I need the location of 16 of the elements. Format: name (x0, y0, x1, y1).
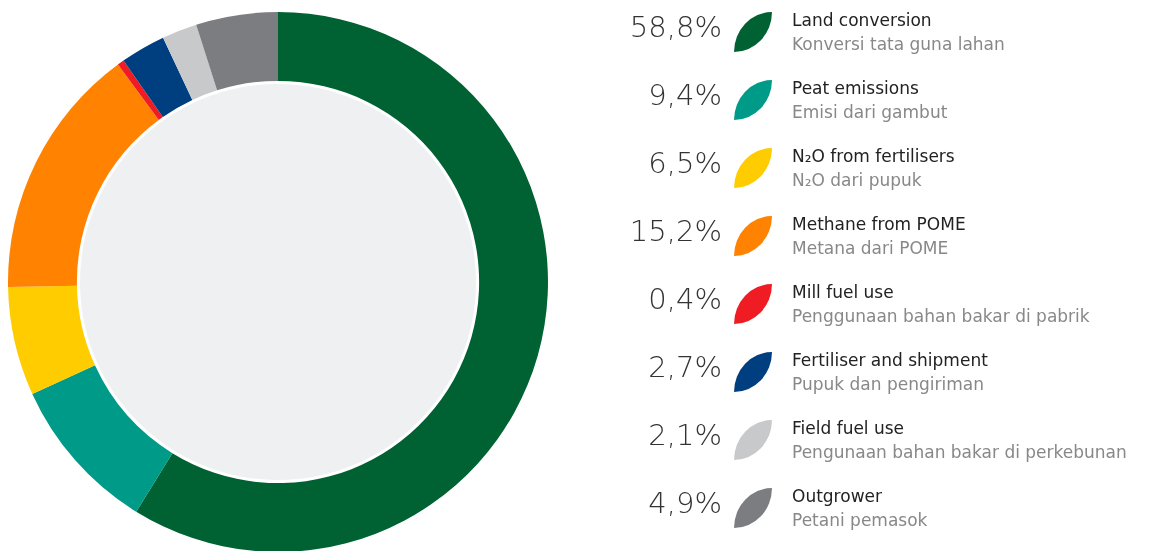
data-label: 4,9% (647, 486, 722, 520)
legend-label: Outgrower Petani pemasok (792, 486, 928, 530)
legend-label: Methane from POME Metana dari POME (792, 214, 966, 258)
data-label: 6,5% (647, 146, 722, 180)
legend-label: Field fuel use Pengunaan bahan bakar di perkebunan (792, 418, 1127, 462)
legend-label: Fertiliser and shipment Pupuk dan pengiriman (792, 350, 988, 394)
data-label: 2,1% (647, 418, 722, 452)
data-label: 0,4% (647, 282, 722, 316)
data-label: 58,8% (628, 10, 722, 44)
data-label: 9,4% (647, 78, 722, 112)
legend-label: Land conversion Konversi tata guna lahan (792, 10, 1005, 54)
legend-label: N₂O from fertilisers N₂O dari pupuk (792, 146, 955, 190)
legend-label: Mill fuel use Penggunaan bahan bakar di pabrik (792, 282, 1090, 326)
data-label: 15,2% (628, 214, 722, 248)
data-label: 2,7% (647, 350, 722, 384)
legend-label: Peat emissions Emisi dari gambut (792, 78, 948, 122)
